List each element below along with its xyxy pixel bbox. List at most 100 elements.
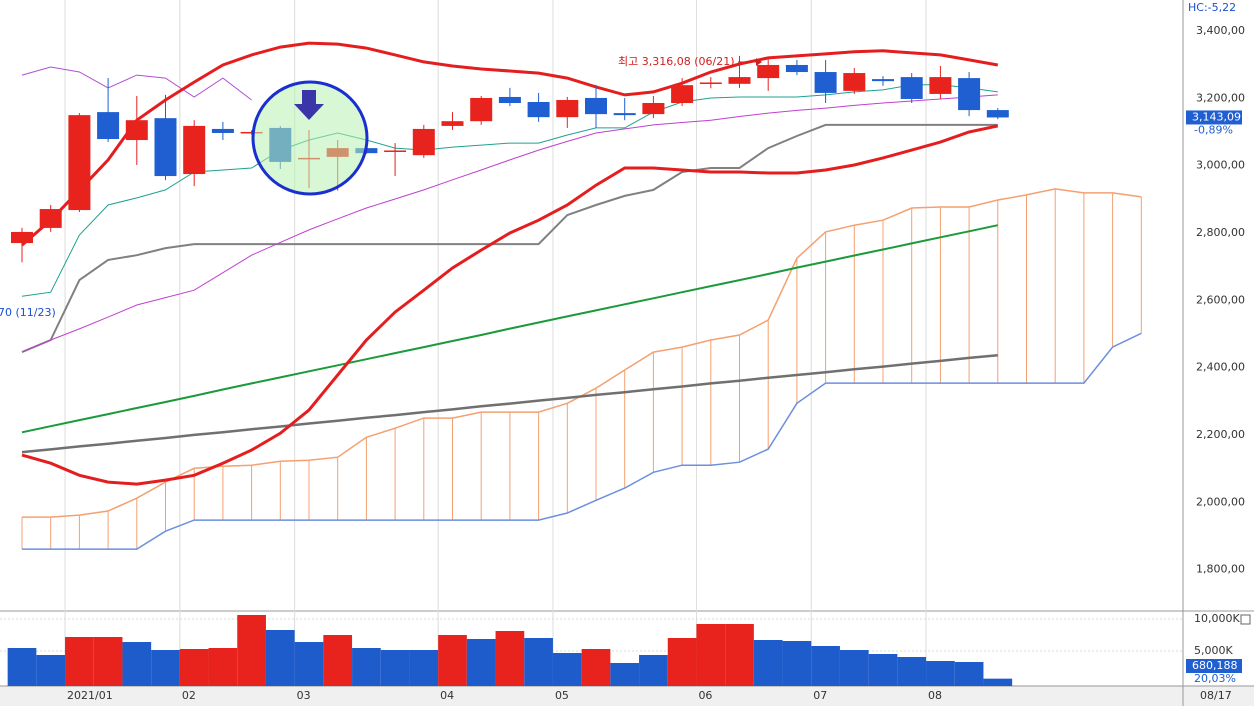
candle-body <box>384 150 407 152</box>
marks-layer <box>7 55 1013 686</box>
highlight-circle <box>251 80 369 196</box>
low-annotation: 70 (11/23) <box>0 306 56 319</box>
volume-bar <box>7 647 37 686</box>
candle-body <box>183 125 206 175</box>
volume-bar <box>438 635 467 686</box>
candle-body <box>613 113 636 116</box>
candle-body <box>470 97 493 122</box>
volume-bar <box>811 646 840 686</box>
candle-body <box>785 64 808 73</box>
candle-body <box>211 128 234 133</box>
candle-body <box>585 97 607 115</box>
y-tick-label: 3,400,00 <box>1196 24 1245 37</box>
y-tick-label: 3,000,00 <box>1196 159 1245 172</box>
down-arrow <box>294 90 324 120</box>
indicator-line <box>21 224 999 434</box>
volume-bar <box>696 623 726 686</box>
date-label: 08/17 <box>1200 689 1232 702</box>
volume-bar <box>65 636 94 686</box>
candle-body <box>671 85 694 104</box>
volume-change-label: 20,03% <box>1194 672 1236 685</box>
volume-last-label: 680,188 <box>1192 659 1238 672</box>
candle-body <box>498 96 521 104</box>
volume-bar <box>753 639 783 686</box>
volume-bar <box>552 652 582 686</box>
candle-body <box>958 78 981 111</box>
x-tick-label: 08 <box>928 689 942 702</box>
candle-body <box>39 209 62 228</box>
candle-body <box>843 73 866 91</box>
candle-body <box>412 128 435 156</box>
last-price-label: 3,143,09 <box>1192 110 1241 123</box>
candle-body <box>240 131 263 134</box>
y-tick-label: 2,200,00 <box>1196 428 1245 441</box>
volume-bar <box>151 650 180 686</box>
candle-body <box>814 72 837 93</box>
volume-bar <box>352 647 381 686</box>
volume-bar <box>897 656 927 686</box>
volume-bar <box>610 663 640 686</box>
cloud-layer <box>21 188 1142 550</box>
volume-bar <box>983 678 1013 686</box>
volume-bar <box>639 655 668 686</box>
indicator-line <box>21 84 998 297</box>
x-axis-strip <box>0 686 1254 706</box>
volume-bar <box>237 615 266 686</box>
candle-body <box>68 115 91 211</box>
x-tick-label: 07 <box>813 689 827 702</box>
volume-bar <box>667 638 697 686</box>
change-label: -0,89% <box>1194 123 1233 136</box>
indicator-line <box>21 123 998 354</box>
indicator-line <box>21 94 998 353</box>
y-tick-label: 2,600,00 <box>1196 293 1245 306</box>
candle-body <box>900 77 923 99</box>
x-tick-label: 06 <box>698 689 712 702</box>
y-tick-label: 2,400,00 <box>1196 361 1245 374</box>
pane-button[interactable] <box>1240 614 1251 625</box>
indicator-line <box>21 66 252 101</box>
x-tick-label: 02 <box>182 689 196 702</box>
candle-body <box>556 99 579 118</box>
volume-bar <box>93 636 123 686</box>
x-tick-label: 2021/01 <box>67 689 113 702</box>
candle-body <box>125 120 148 141</box>
volume-bar <box>265 630 295 686</box>
volume-bar <box>524 638 553 686</box>
volume-bar <box>36 655 66 686</box>
indicator-line <box>21 41 999 247</box>
volume-bar <box>782 640 812 686</box>
volume-bar <box>725 623 754 686</box>
candle-body <box>986 110 1009 118</box>
y-tick-label: 1,800,00 <box>1196 563 1245 576</box>
candle-body <box>929 77 952 94</box>
candle-body <box>97 112 120 140</box>
volume-bar <box>839 650 869 686</box>
candle-body <box>757 64 780 79</box>
x-tick-label: 05 <box>555 689 569 702</box>
indicator-line <box>21 124 999 486</box>
volume-bar <box>179 648 209 686</box>
indicator-line <box>21 353 998 454</box>
volume-bar <box>294 642 324 686</box>
volume-bar <box>409 650 439 686</box>
volume-bar <box>380 650 410 686</box>
y-tick-label: 2,000,00 <box>1196 495 1245 508</box>
volume-last-box <box>1186 659 1242 673</box>
y-tick-label: 2,800,00 <box>1196 226 1245 239</box>
last-price-box <box>1186 110 1242 125</box>
volume-bar <box>208 647 238 686</box>
volume-bar <box>122 642 152 686</box>
x-tick-label: 04 <box>440 689 454 702</box>
y-tick-label: 3,200,00 <box>1196 91 1245 104</box>
volume-bar <box>495 631 525 686</box>
candle-body <box>728 77 751 84</box>
candle-body <box>527 102 550 118</box>
volume-tick-label: 5,000K <box>1194 644 1233 657</box>
volume-bar <box>926 660 955 686</box>
volume-bar <box>581 648 611 686</box>
volume-bar <box>954 662 984 686</box>
candle-body <box>699 82 722 84</box>
